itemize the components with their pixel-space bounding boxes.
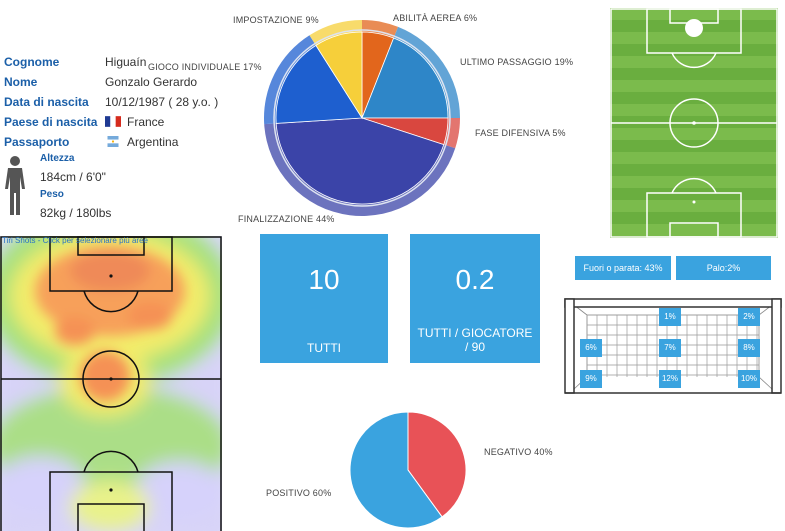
pie-slice-positivo[interactable] xyxy=(349,411,443,529)
donut-slice-gioco-individuale[interactable] xyxy=(275,44,363,124)
name-value: Gonzalo Gerardo xyxy=(105,75,198,89)
donut-label-gioco-individuale: GIOCO INDIVIDUALE 17% xyxy=(148,62,262,72)
goal-zone-bot-center[interactable]: 12% xyxy=(659,370,681,388)
goal-zone-bot-left[interactable]: 9% xyxy=(580,370,602,388)
donut-label-ultimo-passaggio: ULTIMO PASSAGGIO 19% xyxy=(460,57,574,67)
birth-country-label: Paese di nascita xyxy=(4,115,98,129)
donut-label-impostazione: IMPOSTAZIONE 9% xyxy=(233,15,319,25)
goal-zone-mid-right[interactable]: 8% xyxy=(738,339,760,357)
shots-per-player-sublabel: / 90 xyxy=(464,340,485,354)
passport-text: Argentina xyxy=(127,135,179,149)
birthdate-label: Data di nascita xyxy=(4,95,89,109)
goal-zone-mid-center[interactable]: 7% xyxy=(659,339,681,357)
outcome-pie-chart xyxy=(349,411,467,529)
passport-value: Argentina xyxy=(105,135,178,149)
post-button[interactable]: Palo:2% xyxy=(676,256,771,280)
heatmap-hint: Tiri Shots - Click per selezionare più a… xyxy=(2,236,149,245)
pie-label-negative: NEGATIVO 40% xyxy=(484,447,553,457)
goal-zone-mid-left[interactable]: 6% xyxy=(580,339,602,357)
height-label: Altezza xyxy=(40,153,75,164)
birth-country-value: France xyxy=(105,115,164,129)
birthdate-value: 10/12/1987 ( 28 y.o. ) xyxy=(105,95,219,109)
donut-slice-ultimo-passaggio[interactable] xyxy=(361,37,449,119)
weight-label: Peso xyxy=(40,189,64,200)
surname-value: Higuaín xyxy=(105,55,147,69)
argentina-flag-icon xyxy=(107,136,119,147)
donut-label-finalizzazione: FINALIZZAZIONE 44% xyxy=(238,214,335,224)
donut-label-fase-difensiva: FASE DIFENSIVA 5% xyxy=(475,128,566,138)
donut-inner-ring xyxy=(273,29,451,207)
donut-slice-finalizzazione[interactable] xyxy=(275,117,445,205)
birth-country-text: France xyxy=(127,115,165,129)
goal-zone-bot-right[interactable]: 10% xyxy=(738,370,760,388)
donut-label-abilita-aerea: ABILITÀ AEREA 6% xyxy=(393,13,478,23)
pie-slice-negativo[interactable] xyxy=(407,411,467,518)
surname-label: Cognome xyxy=(4,55,60,69)
passport-label: Passaporto xyxy=(4,135,70,149)
position-marker-icon xyxy=(685,19,703,37)
pitch-map xyxy=(610,8,778,238)
action-donut-chart xyxy=(263,20,460,216)
pie-label-positive: POSITIVO 60% xyxy=(266,488,332,498)
outside-or-saved-button[interactable]: Fuori o parata: 43% xyxy=(575,256,671,280)
shots-per-player-value: 0.2 xyxy=(455,264,495,295)
france-flag-icon xyxy=(105,116,121,127)
height-value: 184cm / 6'0" xyxy=(40,170,106,184)
name-label: Nome xyxy=(4,75,38,89)
shots-total-label: TUTTI xyxy=(307,341,341,355)
weight-value: 82kg / 180lbs xyxy=(40,206,112,220)
donut-slice-impostazione[interactable] xyxy=(315,31,363,120)
shots-total-box: 10 TUTTI xyxy=(260,234,388,363)
shots-per-player-box: 0.2 TUTTI / GIOCATORE / 90 xyxy=(410,234,540,363)
goal-zone-top-right[interactable]: 2% xyxy=(738,308,760,326)
goal-zone-top-center[interactable]: 1% xyxy=(659,308,681,326)
shot-heatmap[interactable]: Tiri Shots - Click per selezionare più a… xyxy=(0,236,222,531)
body-silhouette-icon xyxy=(5,156,25,215)
shots-total-value: 10 xyxy=(308,264,340,295)
shots-per-player-label: TUTTI / GIOCATORE xyxy=(417,326,533,340)
